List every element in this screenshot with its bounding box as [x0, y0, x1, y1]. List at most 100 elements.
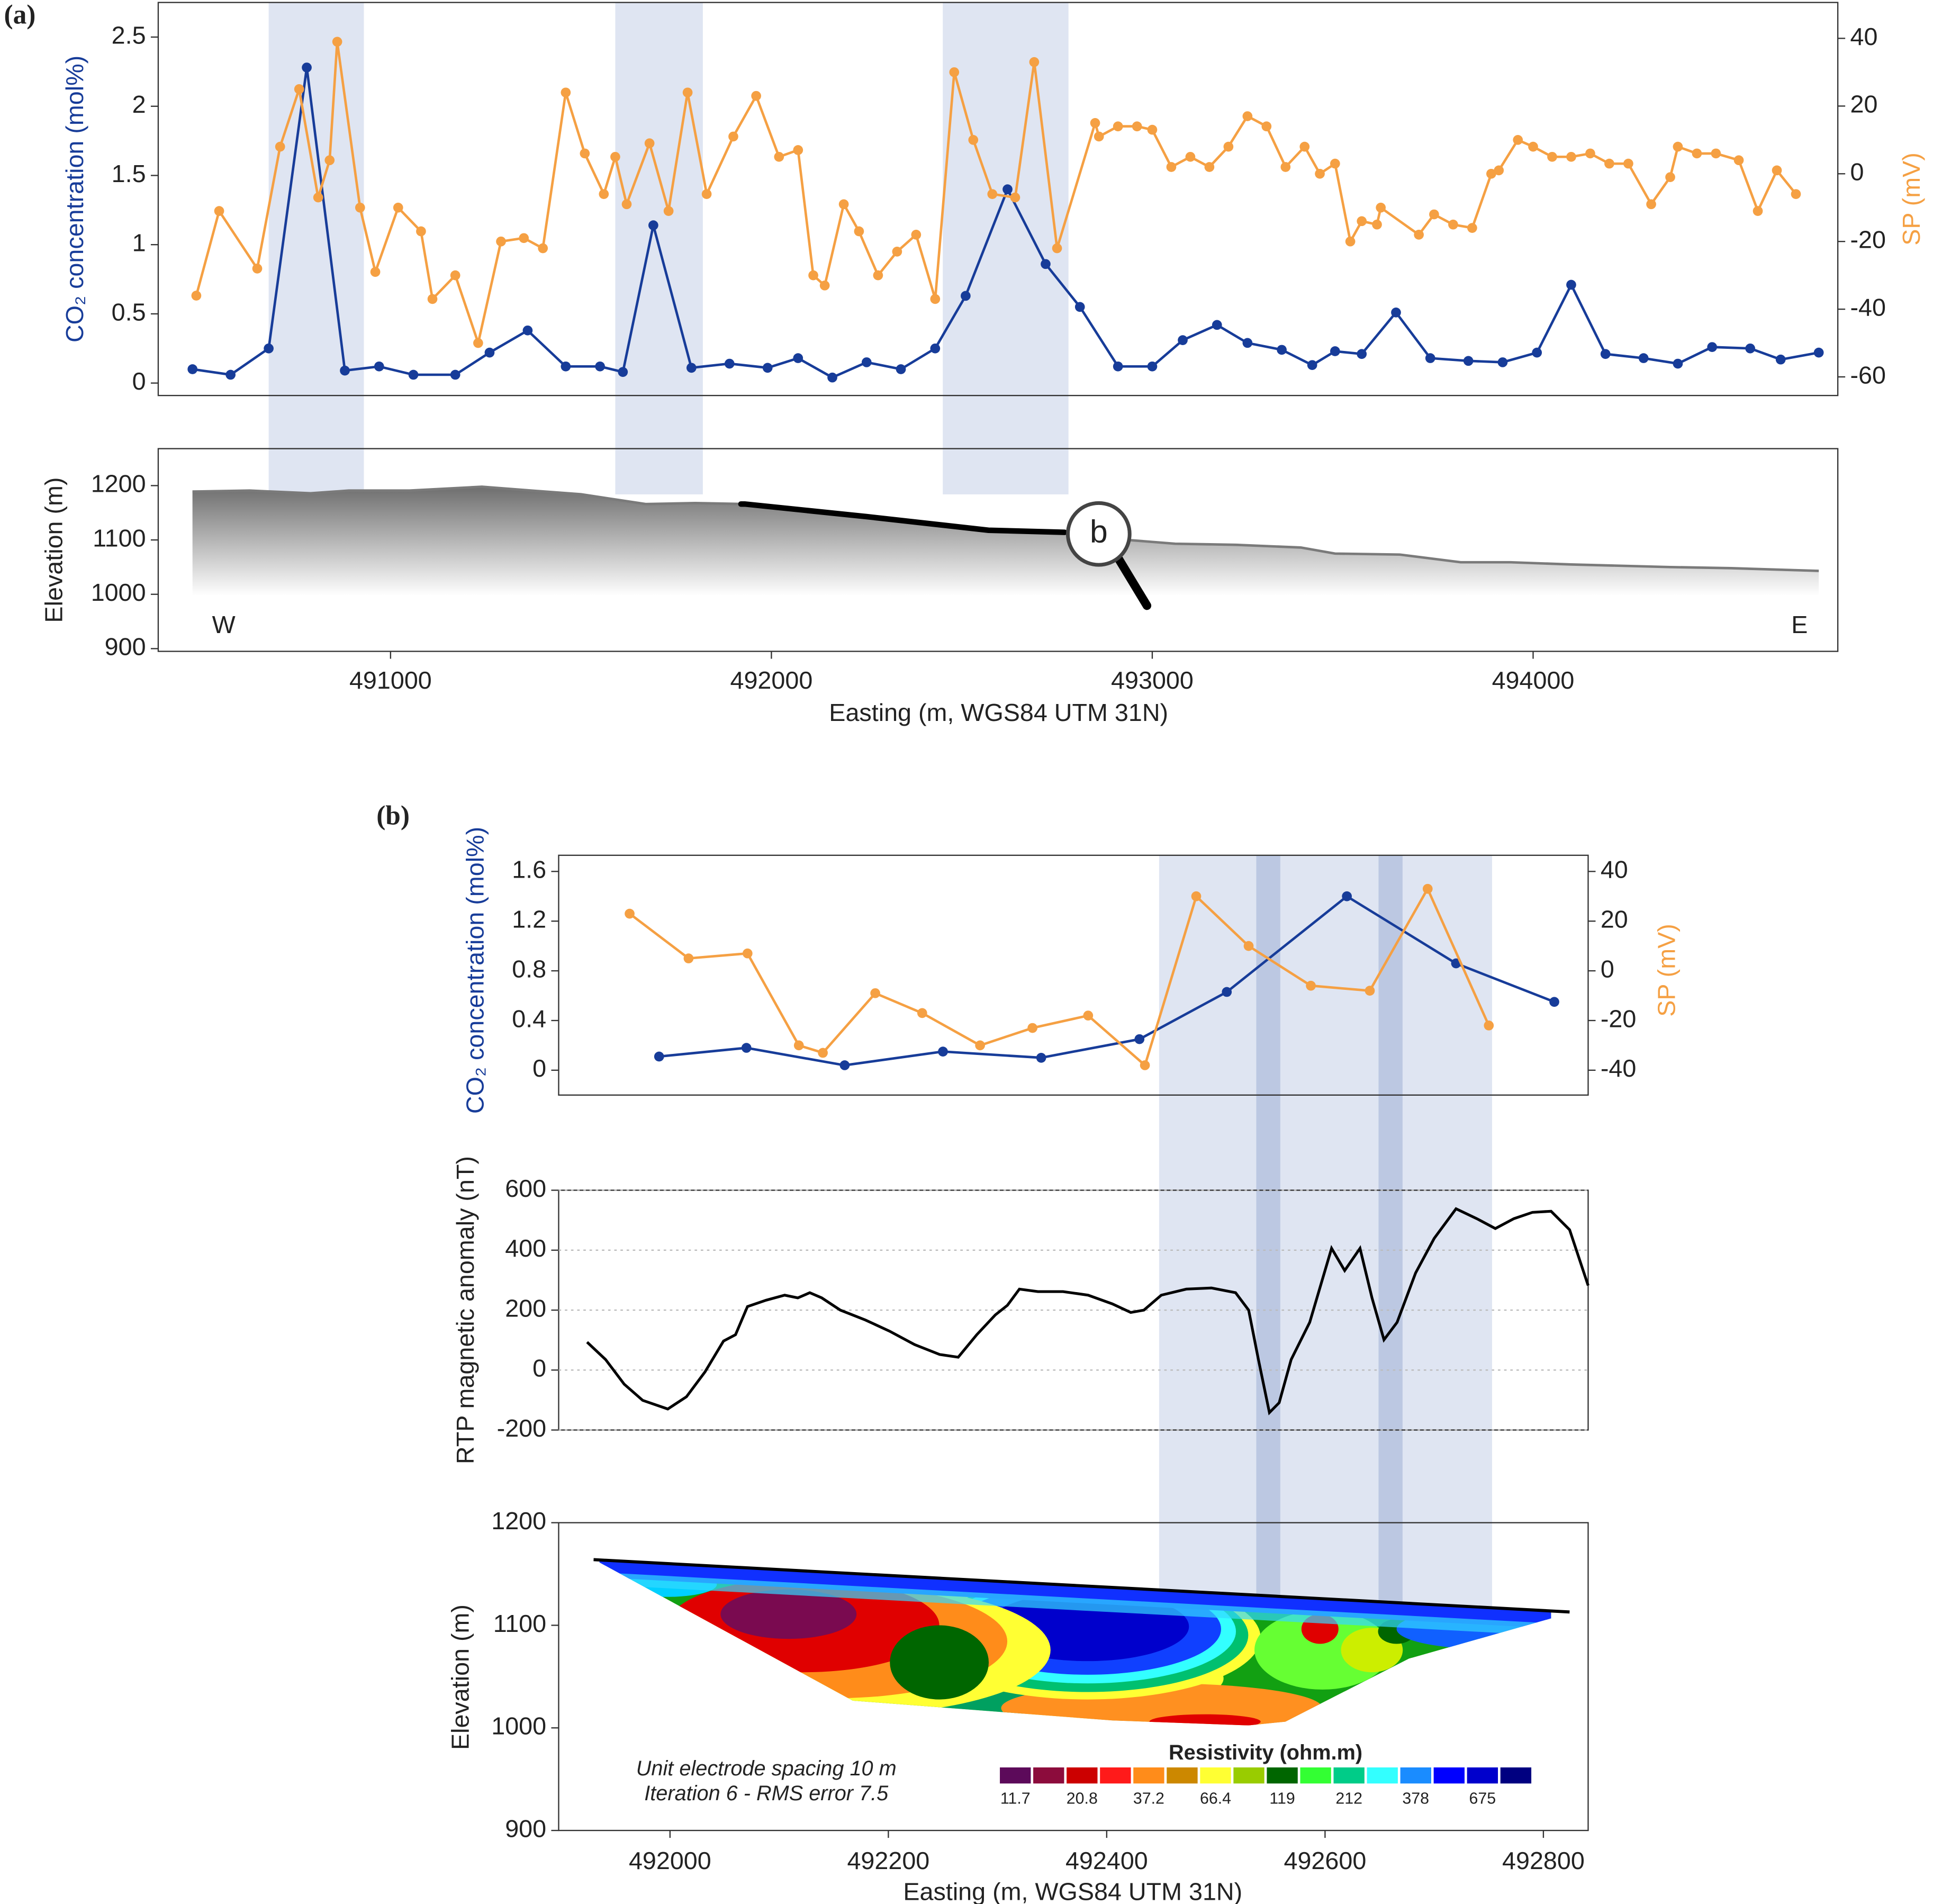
data-point	[473, 338, 483, 348]
data-point	[1497, 357, 1508, 367]
data-point	[214, 206, 224, 216]
data-point	[1733, 155, 1744, 166]
highlight-band	[943, 2, 1069, 494]
data-point	[911, 230, 922, 240]
data-point	[1638, 353, 1649, 363]
panel-label: (b)	[376, 801, 410, 831]
y-tick-label: 200	[505, 1294, 546, 1322]
y-tick-label: 900	[505, 1815, 546, 1842]
colorbar-swatch	[1100, 1767, 1131, 1784]
data-point	[191, 291, 202, 301]
data-point	[724, 358, 735, 369]
data-point	[938, 1046, 948, 1057]
data-point	[873, 270, 883, 281]
data-point	[580, 148, 590, 159]
data-point	[741, 1043, 752, 1053]
x-tick-label: 492800	[1502, 1847, 1585, 1874]
series-line	[659, 895, 1555, 1067]
panel-label: (a)	[4, 0, 35, 30]
data-point	[1494, 165, 1504, 176]
data-point	[538, 243, 548, 254]
data-point	[682, 87, 693, 98]
data-point	[793, 145, 803, 155]
y-axis-label: RTP magnetic anomaly (nT)	[451, 1156, 479, 1464]
data-point	[742, 948, 753, 959]
data-point	[1600, 349, 1611, 359]
y-tick-label: 0	[132, 367, 146, 395]
data-point	[728, 131, 738, 142]
data-point	[648, 220, 658, 230]
data-point	[1623, 158, 1633, 169]
data-point	[1414, 230, 1424, 240]
data-point	[625, 908, 635, 919]
data-point	[1467, 223, 1477, 233]
data-point	[1772, 165, 1782, 176]
x-tick-label: 491000	[349, 666, 432, 694]
data-point	[1002, 184, 1013, 194]
y-tick-label: -200	[497, 1414, 546, 1442]
data-point	[654, 1051, 664, 1062]
data-point	[1463, 356, 1474, 366]
data-point	[595, 361, 605, 372]
data-point	[793, 353, 803, 363]
data-point	[930, 343, 941, 354]
data-point	[896, 364, 906, 374]
data-point	[854, 226, 864, 237]
background-layer	[268, 2, 1492, 1607]
data-point	[1178, 335, 1188, 345]
colorbar-swatch	[1200, 1767, 1231, 1784]
colorbar-swatch	[1467, 1767, 1498, 1784]
data-point	[1422, 883, 1433, 894]
data-point	[1191, 891, 1202, 901]
data-point	[1692, 148, 1702, 159]
magnifier-label: b	[1090, 513, 1108, 549]
data-point	[1113, 121, 1123, 132]
data-point	[1484, 1020, 1494, 1031]
data-point	[1036, 1053, 1046, 1063]
data-point	[1132, 121, 1142, 132]
y-tick-label: 1200	[91, 470, 146, 498]
data-point	[793, 1040, 804, 1051]
y2-tick-label: 40	[1601, 856, 1628, 883]
series-line	[586, 1207, 1589, 1415]
data-point	[1083, 1010, 1094, 1021]
data-point	[561, 87, 571, 98]
data-point	[1665, 172, 1675, 183]
colorbar-swatch	[1300, 1767, 1331, 1784]
data-point	[1010, 192, 1020, 203]
colorbar-label: 37.2	[1133, 1790, 1164, 1808]
data-point	[332, 37, 342, 47]
data-point	[1585, 148, 1595, 159]
data-point	[496, 236, 506, 247]
data-point	[1604, 158, 1614, 169]
data-point	[861, 357, 872, 367]
data-point	[225, 369, 236, 380]
data-point	[1775, 354, 1786, 365]
plot-frame	[157, 448, 1839, 652]
y-tick-label: 1100	[493, 1610, 546, 1637]
data-point	[519, 233, 529, 243]
y2-tick-label: -20	[1850, 226, 1885, 254]
y-tick-label: 2	[132, 91, 146, 118]
data-point	[1376, 202, 1386, 213]
highlight-band	[1159, 855, 1492, 1607]
y2-axis-label: SP (mV)	[1653, 924, 1681, 1017]
data-point	[774, 151, 784, 162]
data-point	[1299, 141, 1310, 152]
data-point	[374, 361, 384, 372]
data-point	[427, 294, 438, 304]
data-point	[1223, 141, 1234, 152]
data-point	[187, 364, 198, 374]
data-point	[838, 199, 849, 210]
x-tick-label: 492000	[730, 666, 813, 694]
data-point	[1277, 345, 1287, 355]
x-tick-label: 492000	[629, 1847, 711, 1874]
y-tick-label: 0.8	[512, 955, 546, 982]
x-tick-label: 492600	[1284, 1847, 1367, 1874]
data-point	[762, 363, 773, 373]
data-point	[1090, 118, 1100, 128]
colorbar-label: 119	[1269, 1790, 1295, 1808]
data-point	[294, 84, 304, 94]
